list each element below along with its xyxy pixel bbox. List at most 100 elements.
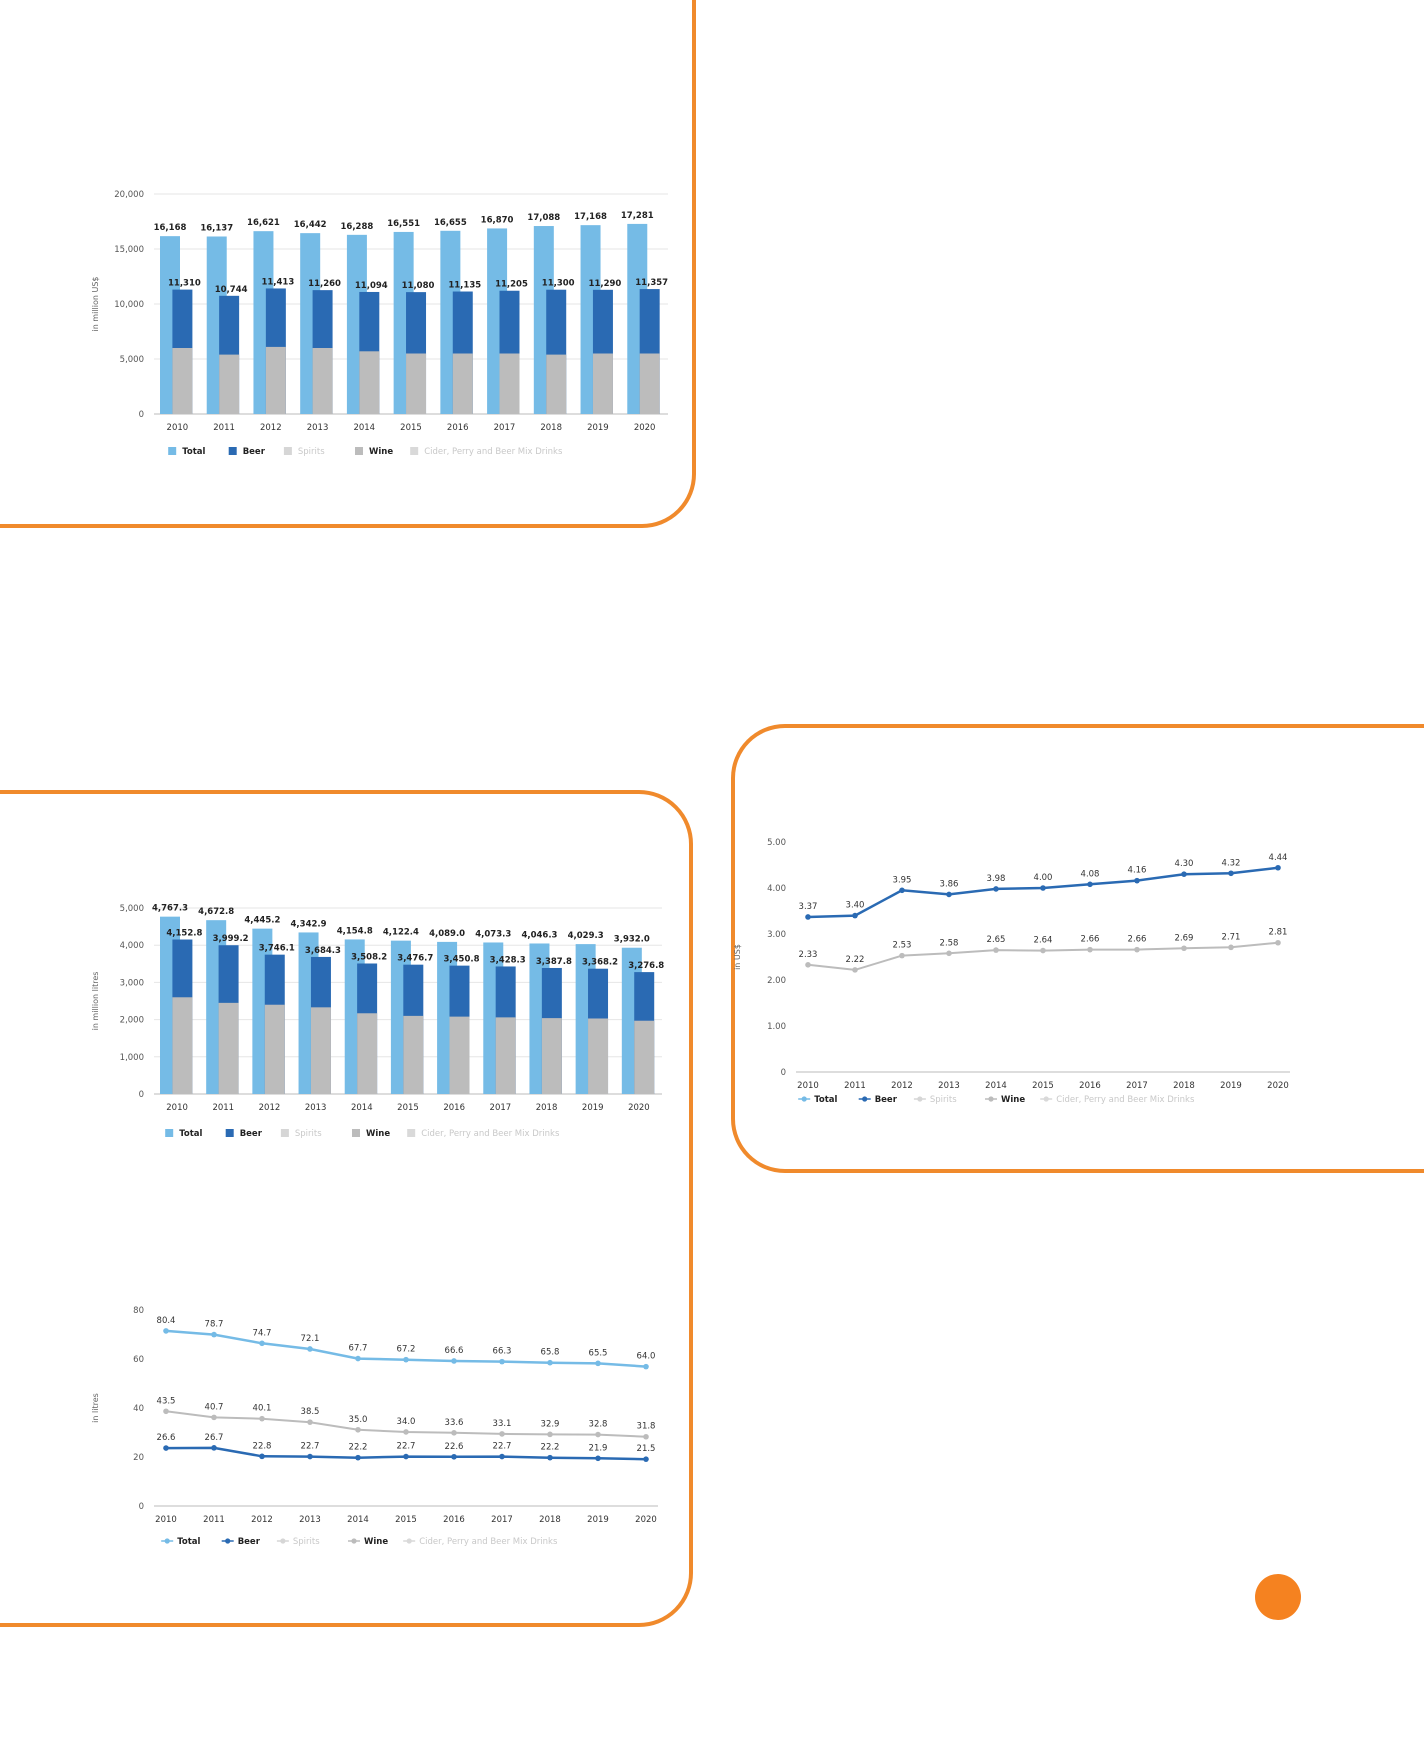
y-tick-label: 3,000 [120, 978, 144, 988]
data-point-wine [163, 1408, 169, 1415]
x-tick-label: 2010 [797, 1081, 819, 1091]
legend-swatch [164, 1538, 170, 1544]
legend-label: Spirits [298, 447, 325, 457]
data-label-beer: 4.44 [1269, 853, 1288, 863]
data-label-wine: 31.8 [637, 1422, 656, 1432]
legend-label: Cider, Perry and Beer Mix Drinks [419, 1537, 558, 1547]
data-point-total [163, 1328, 169, 1334]
data-label-beer: 3,450.8 [443, 955, 479, 965]
x-tick-label: 2015 [397, 1103, 419, 1113]
x-tick-label: 2015 [1032, 1081, 1054, 1091]
data-point-beer [451, 1453, 457, 1460]
x-tick-label: 2020 [628, 1103, 650, 1113]
y-tick-label: 3.00 [767, 930, 786, 940]
data-label-total: 3,932.0 [614, 935, 650, 945]
data-label-beer: 4.32 [1222, 858, 1241, 868]
legend-swatch [410, 447, 419, 455]
data-label-total: 4,073.3 [475, 929, 511, 939]
y-tick-label: 20,000 [114, 190, 144, 200]
data-label-beer: 3,476.7 [397, 954, 433, 964]
data-label-total: 17,168 [574, 212, 607, 222]
data-label-wine: 2.66 [1128, 935, 1147, 945]
x-tick-label: 2013 [305, 1103, 327, 1113]
x-tick-label: 2011 [844, 1081, 866, 1091]
x-tick-label: 2015 [400, 423, 422, 433]
data-label-beer: 4.00 [1034, 873, 1053, 883]
data-point-beer [211, 1445, 217, 1451]
legend-label: Cider, Perry and Beer Mix Drinks [421, 1129, 560, 1139]
data-point-total [259, 1340, 265, 1347]
data-label-beer: 11,094 [355, 281, 388, 291]
data-label-beer: 3.98 [987, 874, 1006, 884]
data-label-total: 65.8 [541, 1348, 560, 1358]
bar-wine [264, 1004, 285, 1094]
x-tick-label: 2014 [347, 1515, 369, 1525]
data-label-beer: 26.7 [205, 1433, 224, 1443]
legend-label: Spirits [930, 1095, 957, 1105]
data-point-wine [547, 1431, 553, 1438]
data-label-wine: 32.8 [589, 1420, 608, 1430]
y-tick-label: 40 [133, 1404, 144, 1414]
bar-wine [359, 351, 380, 414]
data-label-beer: 3.86 [940, 879, 959, 889]
data-point-beer [499, 1453, 505, 1460]
chart-panel-volume [0, 790, 693, 1627]
volume-bar-chart: 0 1,000 2,000 3,000 4,000 5,000 in million lit… [91, 904, 664, 1139]
y-tick-label: 0 [139, 410, 144, 420]
data-label-wine: 2.81 [1269, 928, 1288, 938]
data-label-total: 4,767.3 [152, 904, 188, 914]
series-line-wine [807, 941, 1279, 971]
data-label-beer: 3,684.3 [305, 946, 341, 956]
bar-wine [495, 1017, 516, 1094]
x-tick-label: 2014 [351, 1103, 373, 1113]
data-point-wine [805, 962, 811, 968]
legend-label: Wine [1001, 1095, 1025, 1105]
data-label-total: 16,655 [434, 218, 467, 228]
data-label-beer: 3.95 [893, 875, 912, 885]
data-label-total: 17,281 [621, 211, 654, 221]
data-label-wine: 40.1 [253, 1404, 272, 1414]
page-marker-dot [1255, 1574, 1301, 1620]
data-point-total [595, 1360, 601, 1367]
data-label-beer: 4.16 [1128, 866, 1147, 876]
x-tick-label: 2018 [536, 1103, 558, 1113]
data-label-wine: 2.53 [893, 941, 912, 951]
x-tick-label: 2018 [1173, 1081, 1195, 1091]
legend-label: Cider, Perry and Beer Mix Drinks [424, 447, 563, 457]
bar-wine [403, 1015, 424, 1094]
x-tick-label: 2013 [938, 1081, 960, 1091]
data-label-wine: 2.33 [799, 950, 818, 960]
legend-swatch [988, 1096, 994, 1102]
bar-wine [541, 1018, 562, 1094]
x-tick-label: 2013 [299, 1515, 321, 1525]
y-tick-label: 20 [133, 1453, 144, 1463]
data-label-total: 66.6 [445, 1346, 464, 1356]
data-label-beer: 3.40 [846, 901, 865, 911]
data-label-wine: 33.6 [445, 1418, 464, 1428]
bar-wine [310, 1007, 331, 1094]
data-label-beer: 11,310 [168, 279, 201, 289]
data-label-total: 4,445.2 [244, 916, 280, 926]
data-point-wine [307, 1419, 313, 1425]
bar-wine [499, 353, 520, 414]
revenue-bar-chart: 0 5,000 10,000 15,000 20,000 in million US$ 16… [91, 190, 668, 457]
data-label-beer: 3,368.2 [582, 958, 618, 968]
data-label-wine: 40.7 [205, 1402, 224, 1412]
y-tick-label: 5,000 [120, 355, 144, 365]
data-label-wine: 32.9 [541, 1419, 560, 1429]
legend-label: Beer [238, 1537, 261, 1547]
data-point-total [403, 1356, 409, 1363]
data-point-wine [1134, 946, 1140, 953]
x-tick-label: 2011 [213, 423, 235, 433]
data-label-wine: 2.69 [1175, 933, 1194, 943]
data-label-total: 67.2 [397, 1345, 416, 1355]
data-label-total: 4,672.8 [198, 907, 234, 917]
data-point-beer [1181, 871, 1187, 877]
legend-swatch [228, 447, 237, 455]
data-label-total: 16,137 [200, 223, 233, 233]
data-point-wine [946, 950, 952, 957]
x-tick-label: 2014 [353, 423, 375, 433]
data-label-beer: 22.6 [445, 1442, 464, 1452]
legend-label: Cider, Perry and Beer Mix Drinks [1056, 1095, 1195, 1105]
data-label-beer: 10,744 [215, 285, 248, 295]
